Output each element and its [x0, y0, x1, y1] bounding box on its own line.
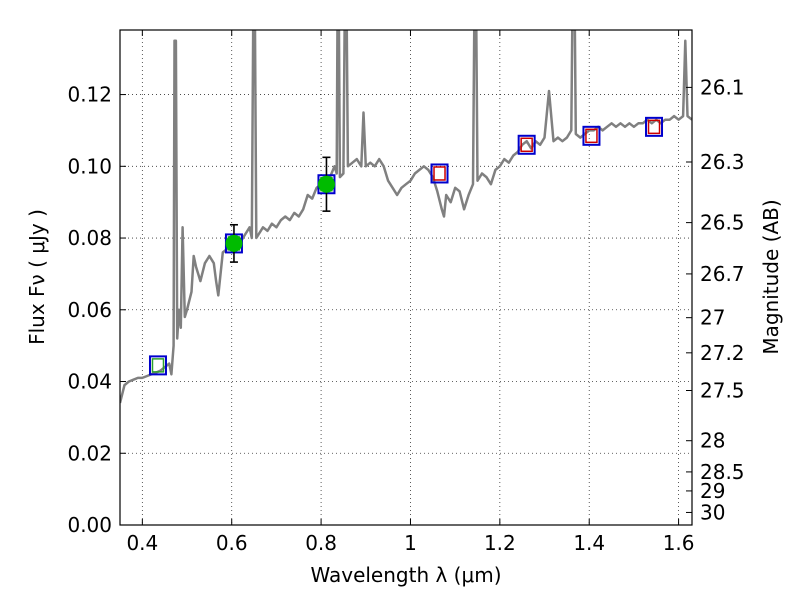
right-tick-label: 27.2	[700, 341, 745, 365]
right-tick-label: 29	[700, 479, 725, 503]
right-tick-label: 28	[700, 429, 725, 453]
right-tick-label: 26.5	[700, 211, 745, 235]
right-tick-label: 26.1	[700, 75, 745, 99]
model-point-inner	[151, 358, 165, 373]
x-tick-label: 1.2	[484, 531, 516, 555]
y-tick-label: 0.10	[67, 154, 112, 178]
x-axis-title: Wavelength λ (μm)	[310, 563, 501, 587]
model-point-inner	[433, 166, 446, 181]
right-tick-label: 26.7	[700, 262, 745, 286]
right-tick-label: 26.3	[700, 150, 745, 174]
right-tick-label: 28.5	[700, 460, 745, 484]
y-tick-label: 0.00	[67, 513, 112, 537]
x-tick-label: 1.4	[573, 531, 605, 555]
model-point-outer	[148, 355, 167, 376]
x-tick-label: 0.4	[126, 531, 158, 555]
right-tick-label: 27.5	[700, 378, 745, 402]
x-tick-label: 1	[404, 531, 417, 555]
right-tick-label: 27	[700, 306, 725, 330]
model-point-outer	[645, 116, 664, 137]
y-tick-label: 0.02	[67, 441, 112, 465]
grid-lines	[120, 30, 692, 526]
spectrum-line	[120, 30, 692, 404]
model-point-outer	[430, 163, 449, 184]
y-tick-label: 0.04	[67, 370, 112, 394]
x-tick-label: 0.6	[216, 531, 248, 555]
model-point-outer	[517, 134, 536, 155]
model-point-inner	[520, 137, 533, 153]
y-tick-label: 0.08	[67, 226, 112, 250]
observed-point	[317, 175, 335, 193]
observed-point	[225, 234, 243, 252]
x-tick-label: 0.8	[305, 531, 337, 555]
data-series	[120, 30, 692, 404]
y-tick-label: 0.12	[67, 83, 112, 107]
model-point-inner	[585, 128, 598, 144]
axis-ticks: 0.4 0.6 0.8 1 1.2 1.4 1.6 0.00 0.02 0.04 0.06 0.08 0…	[67, 30, 745, 555]
x-tick-label: 1.6	[663, 531, 695, 555]
y-axis-title: Flux Fν ( μJy )	[25, 209, 49, 345]
model-point-inner	[647, 119, 661, 135]
model-point-outer	[582, 125, 601, 146]
right-axis-title: Magnitude (AB)	[759, 199, 783, 354]
right-tick-label: 30	[700, 500, 725, 524]
y-tick-label: 0.06	[67, 298, 112, 322]
plot-frame	[119, 29, 693, 526]
